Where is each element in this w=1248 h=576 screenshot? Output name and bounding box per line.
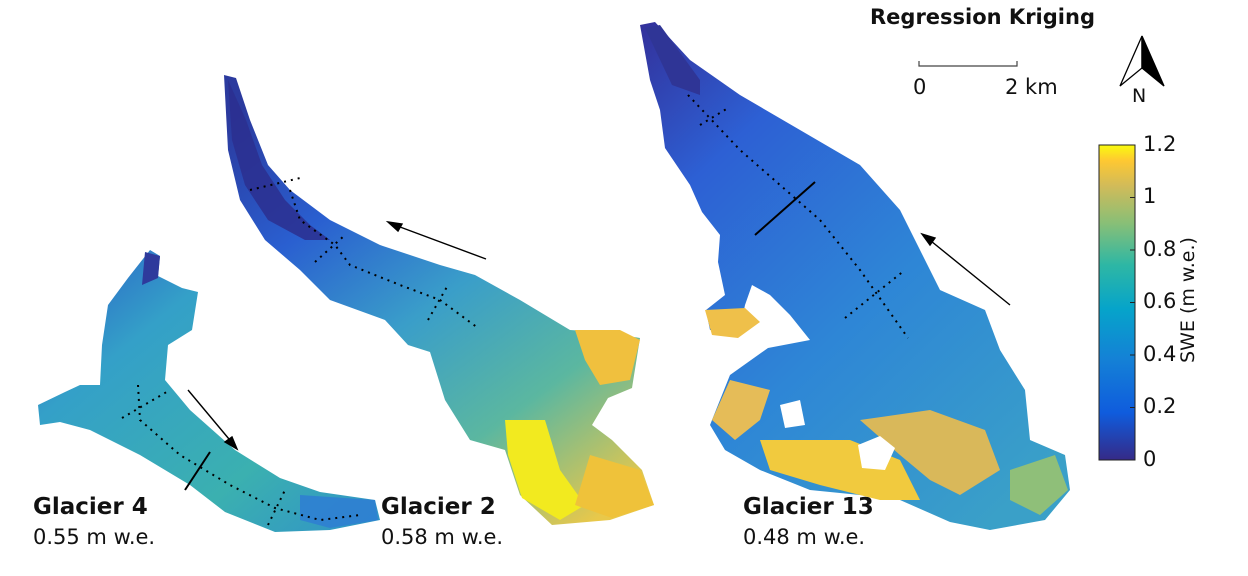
glacier-2-transect-cross-1 bbox=[249, 177, 301, 191]
scale-bar-end-label: 2 km bbox=[1005, 75, 1058, 99]
transect-lines bbox=[121, 94, 909, 526]
glacier-13-transect-cross-3 bbox=[754, 181, 816, 236]
glacier-13-transect bbox=[687, 94, 909, 339]
colorbar bbox=[1098, 144, 1136, 461]
scale-bar-start-label: 0 bbox=[913, 75, 927, 99]
colorbar-tick: 0.4 bbox=[1143, 342, 1177, 366]
glacier-4-transect-cross-3 bbox=[184, 451, 211, 491]
glacier-4-flow-arrow-head bbox=[223, 435, 239, 451]
glacier-13-transect-cross-2 bbox=[844, 269, 906, 319]
glacier-4-transect bbox=[137, 384, 361, 522]
transect-solid-crossings bbox=[184, 181, 816, 491]
glacier-13-map bbox=[640, 22, 1070, 530]
colorbar-tick: 0.8 bbox=[1143, 237, 1177, 261]
glacier-2-value: 0.58 m w.e. bbox=[381, 525, 504, 549]
glacier-2-flow-arrow-head bbox=[385, 220, 404, 233]
glacier-4-flow-arrow bbox=[187, 389, 235, 446]
glacier-13-name: Glacier 13 bbox=[743, 494, 874, 520]
glacier-4-value: 0.55 m w.e. bbox=[33, 525, 156, 549]
colorbar-tick: 0.2 bbox=[1143, 394, 1177, 418]
colorbar-tick: 0.6 bbox=[1143, 289, 1177, 313]
glacier-2-flow-arrow bbox=[391, 223, 487, 260]
glacier-2-transect bbox=[289, 189, 479, 329]
glacier-13-value: 0.48 m w.e. bbox=[743, 525, 866, 549]
scale-bar bbox=[918, 61, 1018, 67]
north-label: N bbox=[1132, 85, 1147, 107]
colorbar-tick: 0 bbox=[1143, 447, 1157, 471]
glacier-13-flow-arrow-head bbox=[920, 232, 937, 247]
flow-arrows bbox=[187, 220, 1011, 451]
glacier-4-map bbox=[38, 250, 380, 532]
colorbar-tick: 1.2 bbox=[1143, 132, 1177, 156]
glacier-4-name: Glacier 4 bbox=[33, 494, 148, 520]
glacier-2-name: Glacier 2 bbox=[381, 494, 496, 520]
north-arrow-icon bbox=[1119, 35, 1165, 87]
map-title: Regression Kriging bbox=[870, 5, 1095, 29]
glacier-13-flow-arrow bbox=[925, 236, 1011, 306]
colorbar-tick: 1 bbox=[1143, 184, 1157, 208]
colorbar-title: SWE (m w.e.) bbox=[1177, 237, 1199, 363]
